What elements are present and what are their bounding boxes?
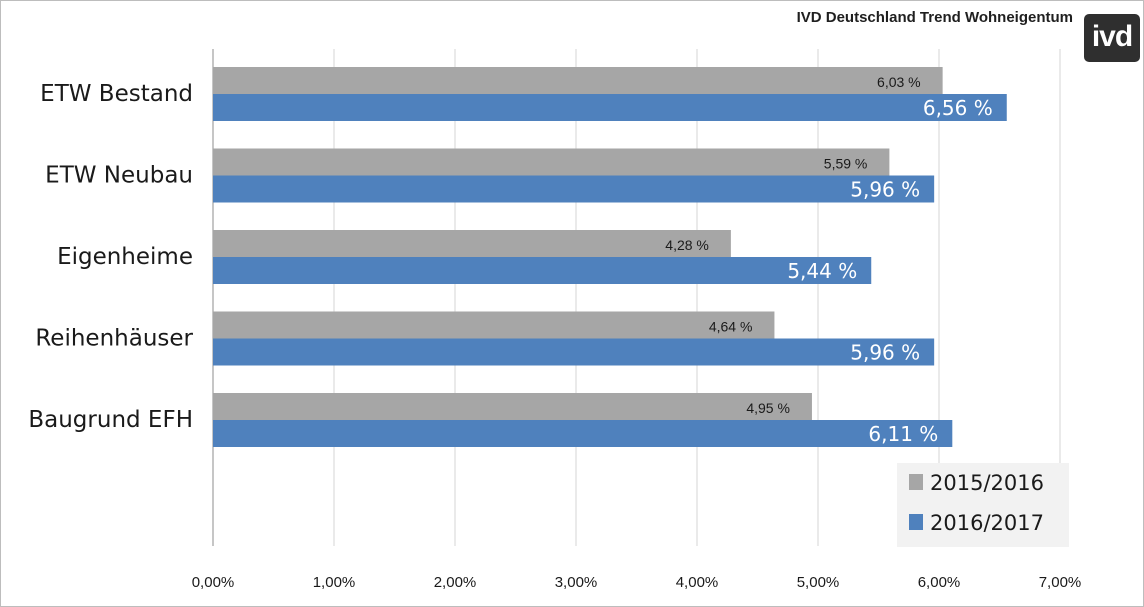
bar-gray xyxy=(213,393,812,420)
legend-swatch xyxy=(909,474,923,490)
bar-blue xyxy=(213,175,935,203)
data-label: 5,96 % xyxy=(850,178,920,202)
bar-blue xyxy=(213,338,935,366)
legend-box xyxy=(897,463,1069,547)
data-label: 5,59 % xyxy=(824,156,868,172)
category-label: ETW Neubau xyxy=(45,163,193,189)
category-label: Baugrund EFH xyxy=(28,407,193,433)
data-label: 4,95 % xyxy=(746,400,790,416)
x-tick-label: 5,00% xyxy=(797,574,840,591)
data-label: 6,11 % xyxy=(868,422,938,446)
legend-swatch xyxy=(909,514,923,530)
header-title: IVD Deutschland Trend Wohneigentum xyxy=(796,9,1073,26)
category-label: Reihenhäuser xyxy=(35,326,193,352)
x-tick-label: 2,00% xyxy=(434,574,477,591)
bar-gray xyxy=(213,230,731,257)
ivd-logo: ivd xyxy=(1084,14,1140,62)
data-label: 5,44 % xyxy=(787,259,857,283)
x-tick-label: 3,00% xyxy=(555,574,598,591)
category-labels: ETW Bestand ETW Neubau Eigenheime Reihenhäu… xyxy=(28,81,193,433)
bar-gray xyxy=(213,67,943,94)
x-tick-labels: 0,00% 1,00% 2,00% 3,00% 4,00% 5,00% 6,00% 7,00% xyxy=(192,574,1082,591)
category-label: Eigenheime xyxy=(57,244,193,270)
bar-gray xyxy=(213,148,890,176)
bar-blue xyxy=(213,257,872,284)
bar-blue xyxy=(213,420,953,447)
bars: 6,03 %6,56 % 5,59 % 5,96 % 4,28 % 5,44 % 4,64… xyxy=(213,67,1007,447)
legend-label: 2015/2016 xyxy=(930,471,1044,495)
gridlines xyxy=(212,49,1061,546)
category-label: ETW Bestand xyxy=(40,81,193,107)
data-label: 4,64 % xyxy=(709,319,753,335)
x-tick-label: 1,00% xyxy=(313,574,356,591)
legend: 2015/2016 2016/2017 xyxy=(897,463,1069,547)
bar-blue xyxy=(213,94,1007,121)
x-tick-label: 6,00% xyxy=(918,574,961,591)
data-label: 6,03 % xyxy=(877,74,921,90)
bar-gray xyxy=(213,311,775,339)
x-tick-label: 7,00% xyxy=(1039,574,1082,591)
x-tick-label: 4,00% xyxy=(676,574,719,591)
data-label: 4,28 % xyxy=(665,237,709,253)
legend-label: 2016/2017 xyxy=(930,511,1044,535)
data-label: 5,96 % xyxy=(850,341,920,365)
data-label: 6,56 % xyxy=(923,96,993,120)
x-tick-label: 0,00% xyxy=(192,574,235,591)
